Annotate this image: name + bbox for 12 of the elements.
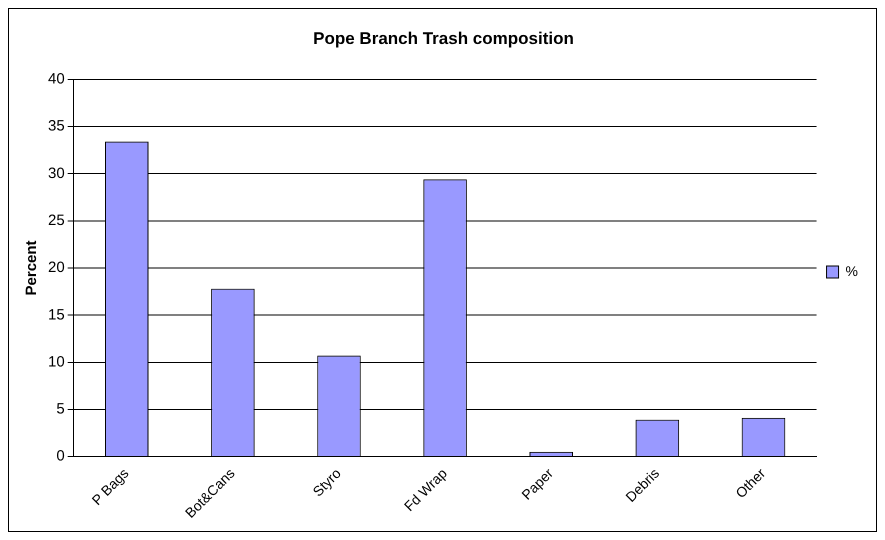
- y-tick-label: 30: [48, 164, 65, 182]
- y-tick-label: 5: [56, 400, 65, 418]
- y-tick-label: 35: [48, 118, 65, 135]
- y-tick-label: 25: [48, 212, 65, 229]
- y-tick-label: 15: [48, 306, 65, 324]
- y-tick-label: 10: [48, 353, 65, 370]
- chart-title: Pope Branch Trash composition: [313, 28, 574, 48]
- y-tick-label: 0: [56, 448, 65, 465]
- y-tick-label: 40: [48, 70, 65, 88]
- y-axis-title: Percent: [23, 240, 40, 296]
- y-tick-label: 20: [48, 259, 65, 276]
- legend-label: %: [846, 262, 858, 279]
